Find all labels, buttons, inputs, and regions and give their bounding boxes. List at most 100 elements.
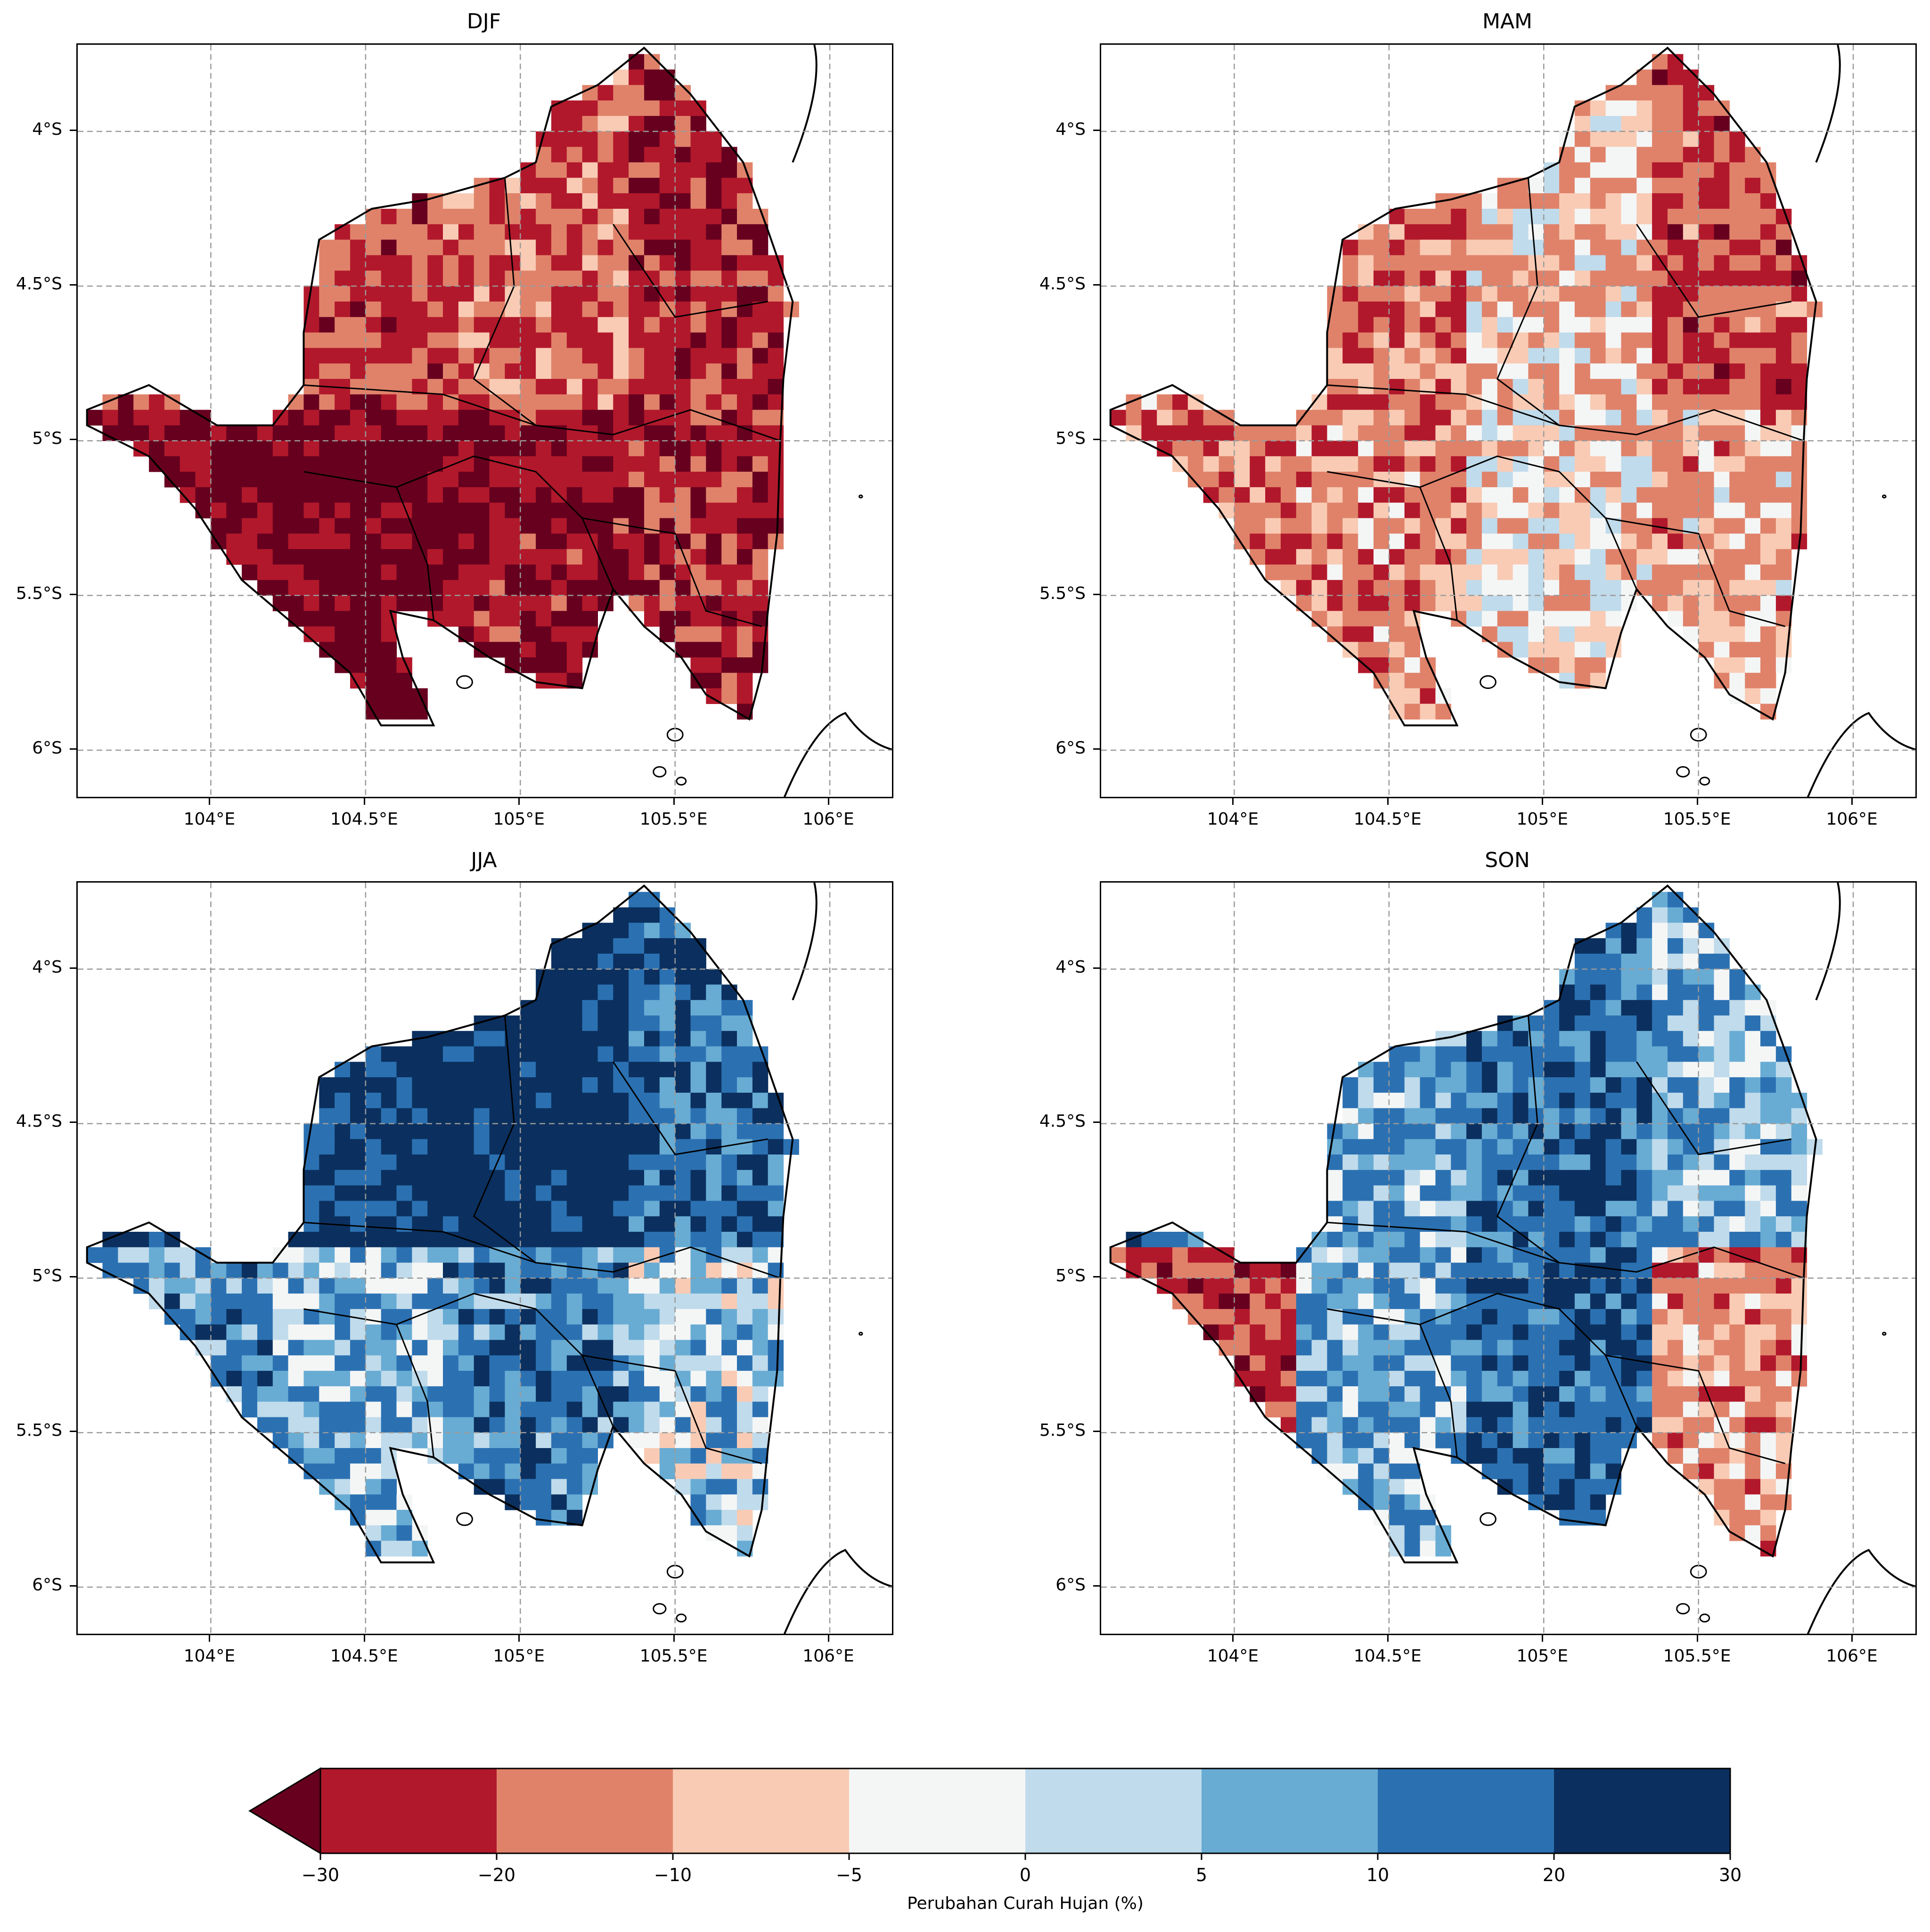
data-cell [613, 1139, 629, 1155]
data-cell [551, 969, 567, 985]
data-cell [1513, 1031, 1529, 1047]
data-cell [1636, 923, 1652, 939]
data-cell [505, 1479, 521, 1495]
data-cell [1311, 456, 1327, 472]
data-cell [1466, 1154, 1482, 1171]
data-cell [1574, 441, 1591, 457]
data-cell [1497, 425, 1513, 441]
data-cell [1281, 1355, 1297, 1371]
data-cell [1636, 969, 1652, 985]
data-cell [768, 1123, 784, 1139]
data-cell [566, 1185, 583, 1201]
data-cell [752, 1371, 769, 1387]
data-cell [1358, 1139, 1374, 1155]
data-cell [427, 301, 443, 318]
data-cell [551, 611, 567, 627]
data-cell [1497, 565, 1513, 581]
data-cell [1481, 502, 1498, 519]
data-cell [443, 270, 459, 287]
data-cell [1636, 1062, 1652, 1078]
data-cell [1760, 487, 1776, 503]
data-cell [551, 1386, 567, 1402]
data-cell [335, 595, 351, 612]
data-cell [1374, 1092, 1390, 1109]
lat-tick-mark [70, 1431, 76, 1433]
data-cell [1466, 1201, 1482, 1217]
data-cell [1621, 348, 1637, 364]
data-cell [180, 1247, 196, 1263]
data-cell [474, 502, 490, 519]
data-cell [474, 286, 490, 302]
data-cell [675, 984, 691, 1000]
data-cell [226, 472, 242, 488]
data-cell [242, 425, 258, 441]
data-cell [1250, 1355, 1266, 1371]
data-cell [1652, 472, 1668, 488]
data-cell [319, 394, 335, 410]
data-cell [1389, 549, 1405, 565]
data-cell [1714, 255, 1730, 271]
data-cell [721, 1324, 737, 1341]
data-cell [474, 1077, 490, 1093]
data-cell [1775, 456, 1792, 472]
data-cell [1698, 1371, 1715, 1387]
data-cell [1574, 147, 1591, 163]
data-cell [1605, 1092, 1621, 1109]
data-cell [675, 1278, 691, 1294]
province-boundary [1327, 1293, 1637, 1427]
data-cell [474, 472, 490, 488]
data-cell [1466, 1031, 1482, 1047]
data-cell [489, 1433, 505, 1449]
data-cell [690, 1139, 706, 1155]
data-cell [1574, 1494, 1591, 1510]
data-cell [613, 938, 629, 954]
data-cell [1374, 456, 1390, 472]
data-cell [1559, 1448, 1575, 1464]
data-cell [474, 1340, 490, 1356]
data-cell [1435, 239, 1451, 255]
data-cell [721, 1293, 737, 1310]
data-cell [644, 1417, 660, 1433]
data-cell [242, 549, 258, 565]
data-cell [1775, 1108, 1792, 1124]
data-cell [752, 379, 769, 395]
data-cell [1791, 456, 1807, 472]
data-cell [644, 1201, 660, 1217]
data-cell [1358, 425, 1374, 441]
data-cell [1404, 1479, 1421, 1495]
data-cell [613, 1324, 629, 1341]
data-cell [242, 487, 258, 503]
lon-tick-label: 104.5°E [330, 1646, 398, 1666]
data-cell [644, 1340, 660, 1356]
data-cell [489, 286, 505, 302]
data-cell [1435, 1278, 1451, 1294]
data-cell [1605, 1015, 1621, 1031]
data-cell [350, 348, 366, 364]
data-cell [582, 923, 598, 939]
data-cell [690, 1309, 706, 1325]
data-cell [1760, 1494, 1776, 1510]
data-cell [1513, 301, 1529, 318]
data-cell [1451, 441, 1467, 457]
data-cell [1234, 456, 1250, 472]
data-cell [551, 1355, 567, 1371]
data-cell [1513, 1139, 1529, 1155]
data-cell [1451, 379, 1467, 395]
data-cell [1528, 332, 1544, 348]
data-cell [381, 332, 397, 348]
data-cell [659, 209, 676, 225]
data-cell [1389, 1510, 1405, 1526]
data-cell [1698, 1463, 1715, 1480]
data-cell [381, 549, 397, 565]
data-cell [505, 1262, 521, 1278]
data-cell [1714, 332, 1730, 348]
data-cell [1775, 1371, 1792, 1387]
data-cell [1466, 1262, 1482, 1278]
data-cell [226, 487, 242, 503]
data-cell [257, 1355, 273, 1371]
data-cell [427, 1139, 443, 1155]
data-cell [737, 270, 753, 287]
data-cell [1544, 301, 1560, 318]
data-cell [706, 1077, 722, 1093]
data-cell [1683, 1216, 1699, 1232]
